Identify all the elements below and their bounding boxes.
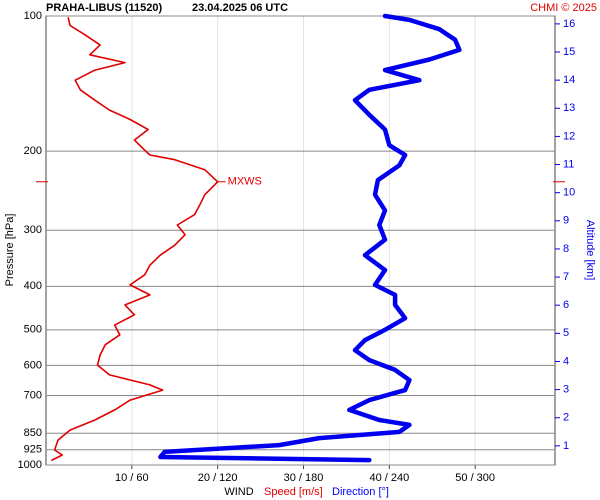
- profile-line: [51, 17, 219, 461]
- legend-entry: Speed [m/s]: [264, 486, 323, 498]
- y2-tick-label: 7: [563, 271, 569, 283]
- x-tick-label: 40 / 240: [369, 472, 409, 484]
- y2-tick-label: 16: [563, 18, 575, 30]
- x-tick-label: 50 / 300: [455, 472, 495, 484]
- y2-tick-label: 8: [563, 243, 569, 255]
- y2-tick-label: 14: [563, 74, 575, 86]
- y-tick-label: 400: [24, 280, 42, 292]
- y-axis-label: Pressure [hPa]: [4, 214, 16, 287]
- y-tick-label: 925: [24, 444, 42, 456]
- y2-tick-label: 13: [563, 102, 575, 114]
- x-tick-label: 30 / 180: [284, 472, 324, 484]
- profile-line: [158, 13, 462, 463]
- y-tick-label: 700: [24, 389, 42, 401]
- y2-tick-label: 15: [563, 46, 575, 58]
- y2-tick-label: 1: [563, 440, 569, 452]
- y-tick-label: 1000: [18, 459, 42, 471]
- y2-tick-label: 11: [563, 158, 574, 170]
- y2-tick-label: 5: [563, 327, 569, 339]
- y-tick-label: 100: [24, 10, 42, 22]
- x-tick-label: 10 / 60: [115, 472, 149, 484]
- y2-tick-label: 3: [563, 384, 569, 396]
- y-tick-label: 300: [24, 224, 42, 236]
- y2-tick-label: 2: [563, 412, 569, 424]
- credit: CHMI © 2025: [530, 2, 597, 14]
- legend-entry: Direction [°]: [332, 486, 389, 498]
- y2-axis-label: Altitude [km]: [584, 220, 596, 281]
- y2-tick-label: 6: [563, 299, 569, 311]
- plot-frame: [45, 15, 556, 466]
- x-axis-label: WIND: [224, 486, 253, 498]
- annotation: MXWS: [228, 176, 262, 188]
- y-tick-label: 200: [24, 145, 42, 157]
- y2-tick-label: 9: [563, 215, 569, 227]
- y2-tick-label: 10: [563, 187, 575, 199]
- y2-tick-label: 4: [563, 355, 569, 367]
- x-tick-label: 20 / 120: [198, 472, 238, 484]
- chart-title: PRAHA-LIBUS (11520): [46, 2, 162, 14]
- y-tick-label: 500: [24, 324, 42, 336]
- y-tick-label: 850: [24, 427, 42, 439]
- y-tick-label: 600: [24, 359, 42, 371]
- chart-subtitle: 23.04.2025 06 UTC: [192, 2, 288, 14]
- y2-tick-label: 12: [563, 130, 575, 142]
